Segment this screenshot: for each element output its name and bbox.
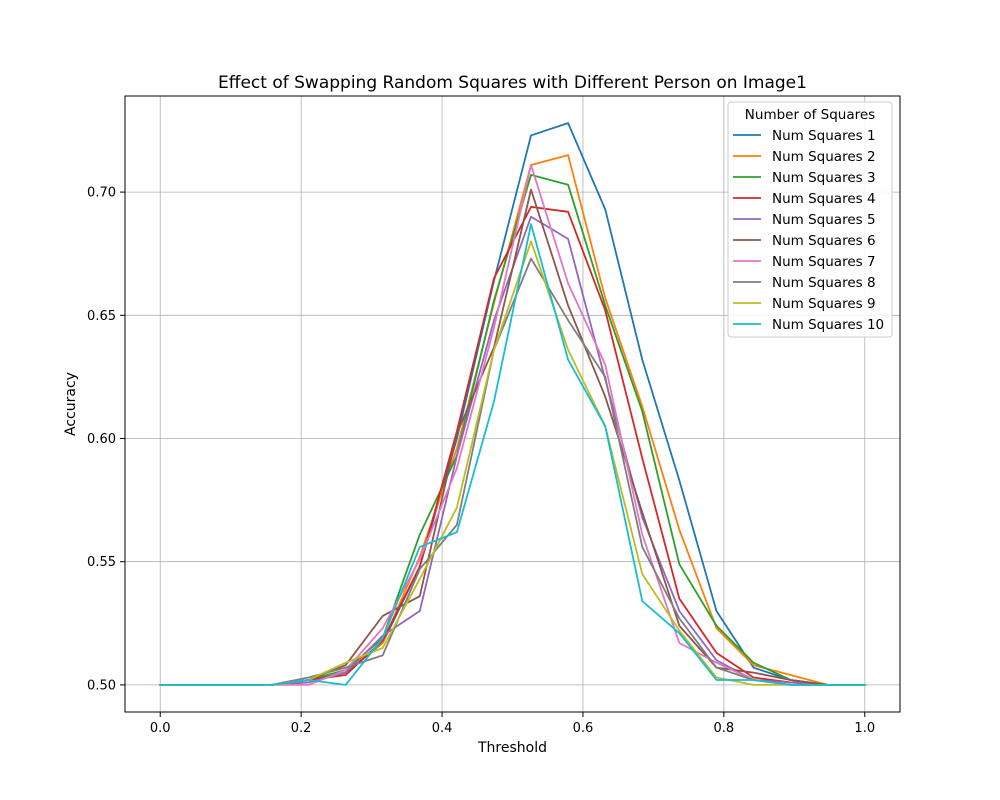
- legend-box: [727, 101, 893, 338]
- legend-title: Number of Squares: [745, 107, 875, 123]
- legend-label: Num Squares 7: [772, 254, 876, 270]
- legend-label: Num Squares 6: [772, 233, 876, 249]
- x-tick-label: 0.8: [714, 721, 735, 736]
- y-tick-label: 0.60: [87, 432, 116, 447]
- legend-label: Num Squares 8: [772, 275, 876, 291]
- series-layer: [159, 122, 866, 686]
- legend-label: Num Squares 10: [772, 317, 884, 333]
- legend-label: Num Squares 3: [772, 170, 876, 186]
- y-tick-label: 0.65: [87, 309, 116, 324]
- series-line-10: [159, 223, 866, 686]
- x-tick-label: 0.2: [291, 721, 312, 736]
- legend-label: Num Squares 2: [772, 149, 876, 165]
- x-tick-label: 0.4: [432, 721, 453, 736]
- legend-label: Num Squares 5: [772, 212, 876, 228]
- y-tick-label: 0.50: [87, 678, 116, 693]
- plot-frame: [124, 95, 901, 713]
- chart-title: Effect of Swapping Random Squares with D…: [218, 73, 807, 93]
- x-tick-label: 1.0: [854, 721, 875, 736]
- x-tick-label: 0.6: [573, 721, 594, 736]
- x-axis: 0.0 0.2 0.4 0.6 0.8 1.0: [150, 712, 875, 736]
- legend-label: Num Squares 4: [772, 191, 876, 207]
- x-axis-label: Threshold: [477, 740, 547, 756]
- legend-label: Num Squares 9: [772, 296, 876, 312]
- y-tick-label: 0.55: [87, 555, 116, 570]
- legend-label: Num Squares 1: [772, 128, 876, 144]
- legend-items: Num Squares 1 Num Squares 2 Num Squares 3 N…: [733, 128, 884, 333]
- x-tick-label: 0.0: [150, 721, 171, 736]
- y-axis: 0.50 0.55 0.60 0.65 0.70: [87, 186, 125, 693]
- y-tick-label: 0.70: [87, 186, 116, 201]
- y-axis-label: Accuracy: [63, 372, 79, 436]
